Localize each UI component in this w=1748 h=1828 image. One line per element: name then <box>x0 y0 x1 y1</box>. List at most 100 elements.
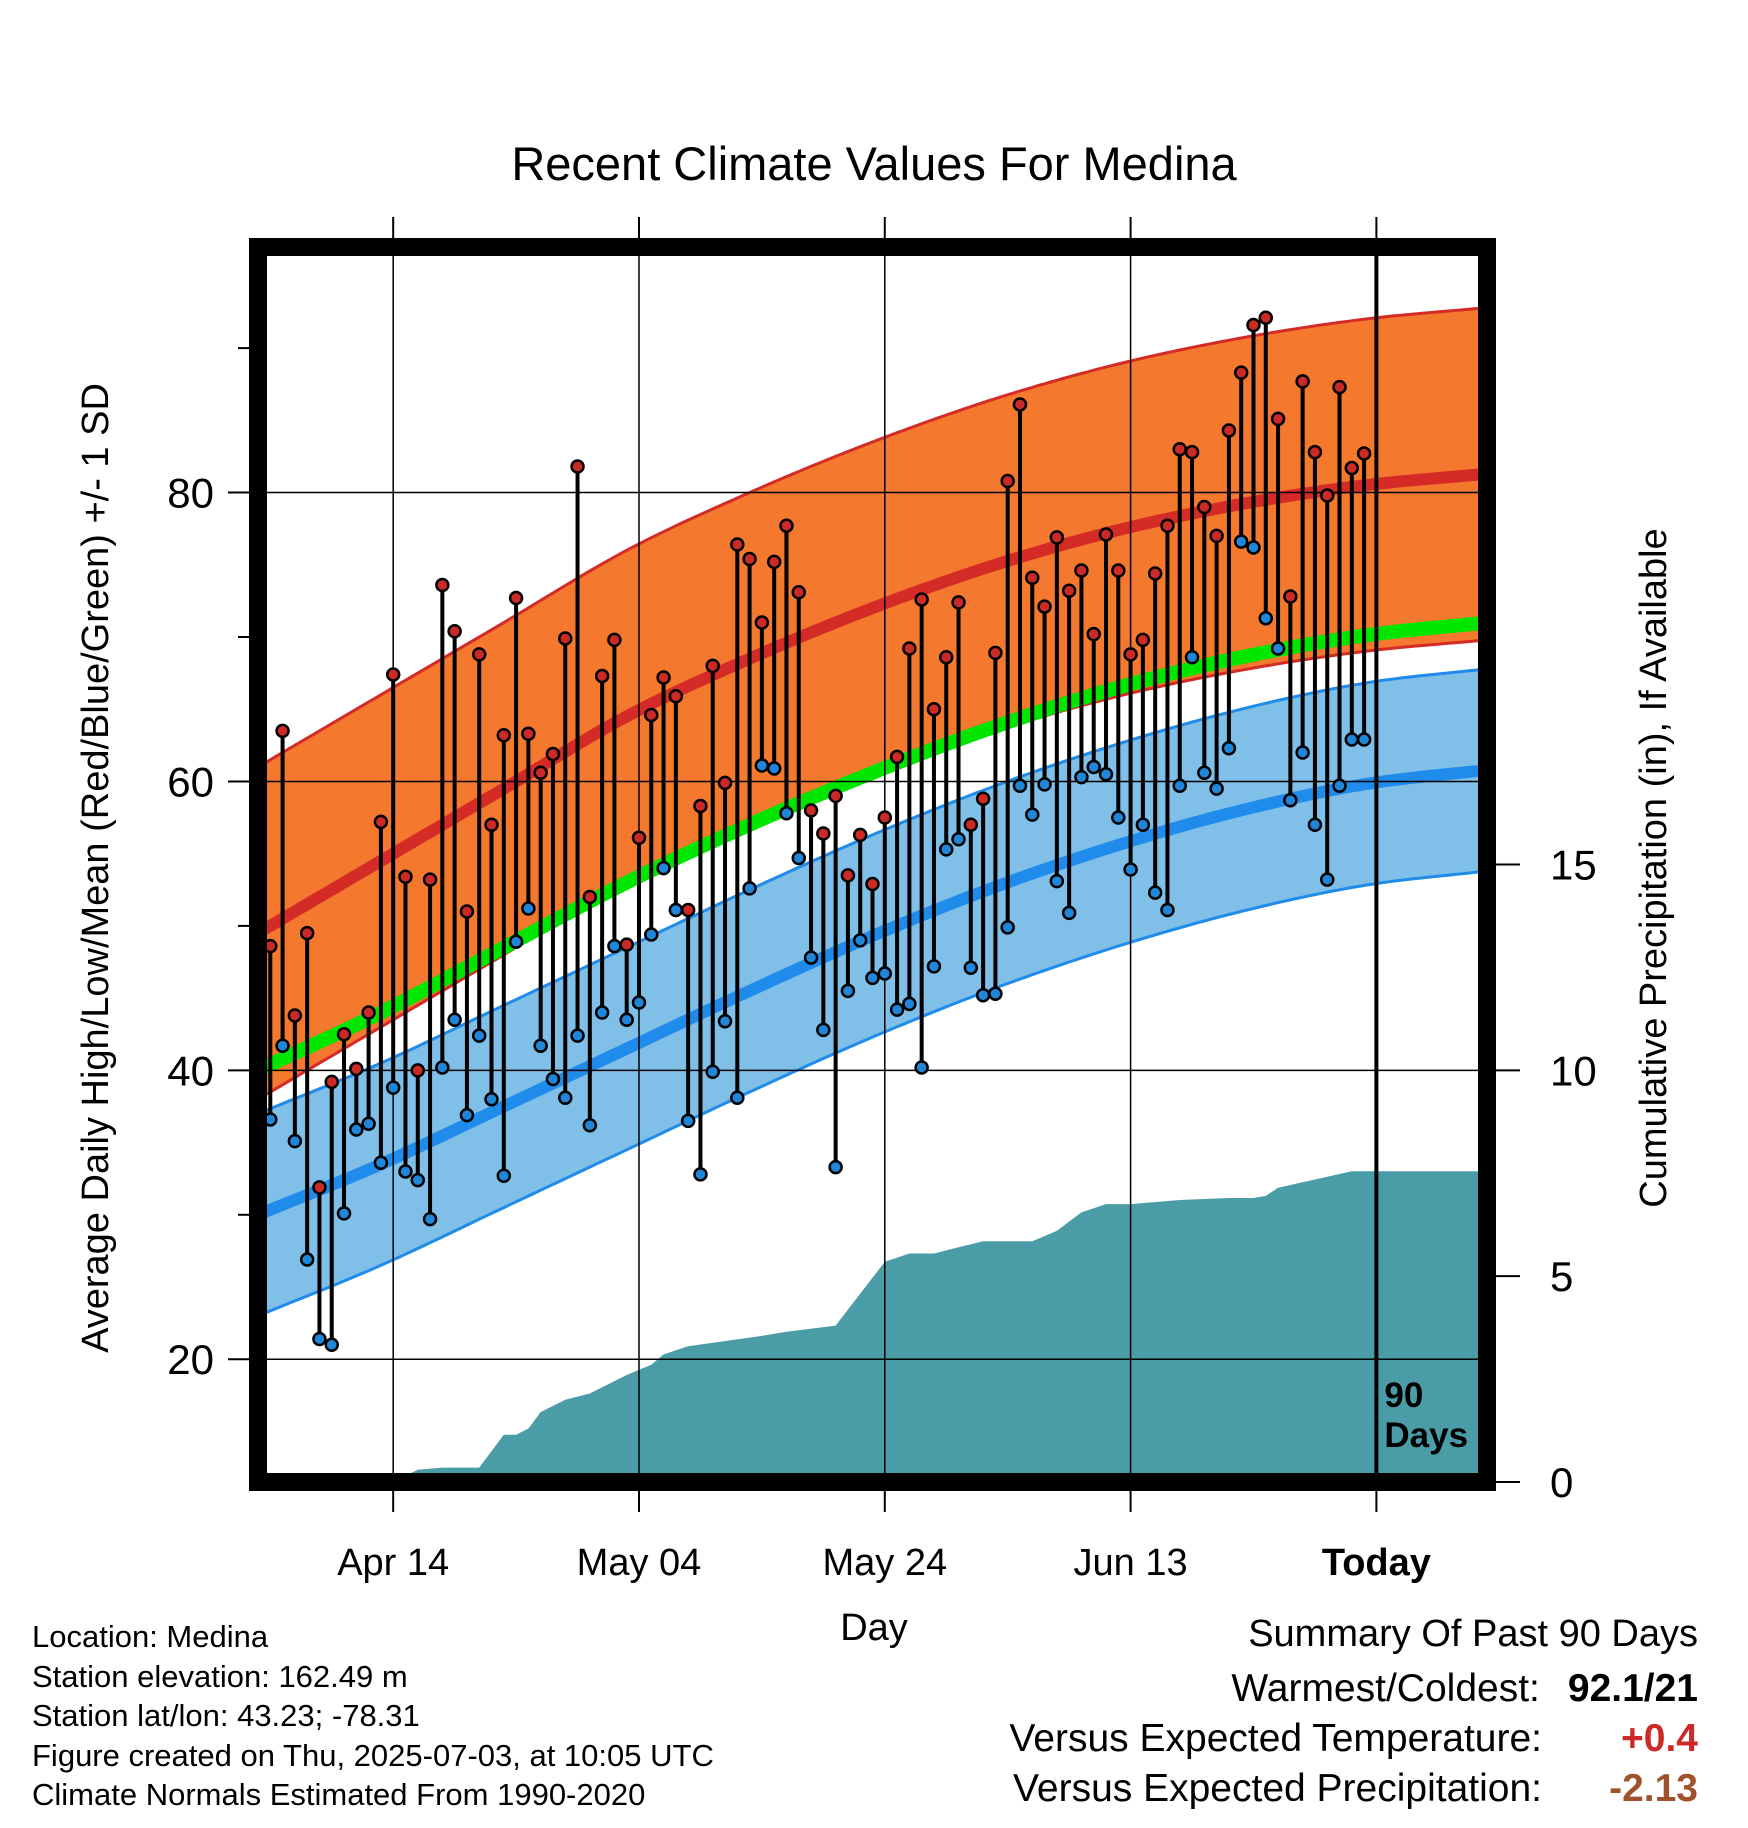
daily-low-point <box>1209 781 1224 796</box>
daily-high-point <box>594 668 610 684</box>
daily-high-point <box>1221 423 1237 438</box>
daily-high-point <box>889 749 905 765</box>
daily-low-point <box>275 1038 290 1054</box>
temp-departure-label: Versus Expected Temperature: <box>1009 1717 1542 1760</box>
daily-low-point <box>1074 769 1089 785</box>
daily-high-point <box>1135 632 1151 648</box>
daily-high-point <box>447 623 462 639</box>
daily-high-point <box>1037 599 1052 614</box>
daily-high-point <box>840 868 856 883</box>
daily-high-point <box>398 869 413 885</box>
daily-low-point <box>877 966 893 981</box>
daily-high-point <box>1184 444 1200 460</box>
y2-tick-label: 15 <box>1550 842 1597 889</box>
y2-tick-label: 0 <box>1550 1459 1573 1506</box>
daily-high-point <box>533 765 548 781</box>
daily-low-point <box>558 1090 573 1106</box>
daily-high-point <box>693 798 708 814</box>
daily-low-point <box>963 960 979 976</box>
daily-high-point <box>680 902 696 918</box>
daily-high-point <box>459 904 475 919</box>
daily-high-point <box>1246 317 1261 333</box>
daily-low-point <box>717 1013 733 1029</box>
x-tick-label: Today <box>1322 1542 1431 1584</box>
daily-low-point <box>533 1038 548 1054</box>
location-text: Location: Medina <box>32 1619 269 1654</box>
warmest-coldest-row: Warmest/Coldest: 92.1/21 <box>1009 1664 1698 1714</box>
daily-low-point <box>1086 759 1101 775</box>
daily-high-point <box>1258 310 1274 326</box>
daily-low-point <box>1012 778 1028 794</box>
daily-high-point <box>914 592 929 607</box>
daily-low-point <box>742 881 757 896</box>
daily-low-point <box>385 1080 401 1095</box>
daily-low-point <box>1319 872 1335 887</box>
daily-low-point <box>447 1012 462 1028</box>
daily-high-point <box>877 810 893 825</box>
daily-high-point <box>1111 563 1126 578</box>
daily-low-point <box>619 1012 634 1028</box>
daily-low-point <box>1172 778 1187 794</box>
daily-high-point <box>1172 441 1187 457</box>
daily-high-point <box>631 830 647 846</box>
daily-high-point <box>1344 460 1360 476</box>
daily-high-point <box>779 518 794 534</box>
warmest-coldest-label: Warmest/Coldest: <box>1231 1667 1540 1710</box>
daily-high-point <box>471 647 487 662</box>
daily-high-point <box>422 872 438 887</box>
daily-low-point <box>1037 777 1052 792</box>
y2-tick-label: 10 <box>1550 1047 1597 1094</box>
daily-high-point <box>705 658 720 674</box>
daily-low-point <box>299 1252 315 1267</box>
daily-low-point <box>1147 885 1163 900</box>
temp-departure-row: Versus Expected Temperature: +0.4 <box>1009 1714 1698 1764</box>
daily-high-point <box>1025 570 1040 586</box>
y-tick-label: 80 <box>167 470 214 517</box>
daily-high-point <box>816 826 831 841</box>
daily-low-point <box>926 959 942 974</box>
daily-high-point <box>1147 566 1163 581</box>
precip-departure-value: -2.13 <box>1609 1767 1698 1810</box>
cumulative-precip-area <box>270 1171 1487 1482</box>
daily-high-point <box>1160 518 1175 534</box>
daily-low-point <box>656 860 671 876</box>
plot-frame <box>249 238 1496 1491</box>
daily-low-point <box>766 761 782 776</box>
daily-high-point <box>1307 444 1323 460</box>
daily-low-point <box>1344 732 1360 747</box>
daily-high-point <box>1061 583 1077 599</box>
daily-high-point <box>521 726 536 742</box>
daily-high-point <box>385 667 401 682</box>
summary-panel: Summary Of Past 90 Days Warmest/Coldest:… <box>1009 1612 1698 1814</box>
daily-low-point <box>1233 534 1249 549</box>
normals-period-text: Climate Normals Estimated From 1990-2020 <box>32 1777 646 1812</box>
daily-low-point <box>1000 920 1015 935</box>
daily-high-point <box>644 707 659 723</box>
daily-low-point <box>1135 817 1151 833</box>
daily-low-point <box>361 1116 376 1132</box>
daily-high-point <box>582 889 598 905</box>
daily-low-point <box>349 1122 364 1137</box>
today-window-label: Days <box>1384 1416 1468 1455</box>
daily-high-point <box>349 1061 364 1077</box>
daily-high-point <box>975 791 991 807</box>
daily-low-point <box>902 996 917 1012</box>
low-band-lower-edge <box>258 869 1487 1318</box>
daily-low-point <box>287 1133 303 1149</box>
precip-departure-row: Versus Expected Precipitation: -2.13 <box>1009 1764 1698 1814</box>
daily-low-point <box>754 758 770 773</box>
daily-high-point <box>988 645 1003 661</box>
daily-low-point <box>1295 745 1310 760</box>
daily-low-point <box>1111 810 1126 825</box>
daily-low-point <box>1197 765 1212 781</box>
daily-high-point <box>1000 473 1015 489</box>
daily-low-point <box>373 1155 389 1171</box>
daily-high-point <box>1356 446 1372 461</box>
daily-low-point <box>828 1159 843 1175</box>
daily-low-point <box>1246 540 1261 555</box>
daily-high-point <box>754 615 770 630</box>
daily-low-point <box>988 986 1003 1002</box>
daily-low-point <box>705 1064 720 1080</box>
